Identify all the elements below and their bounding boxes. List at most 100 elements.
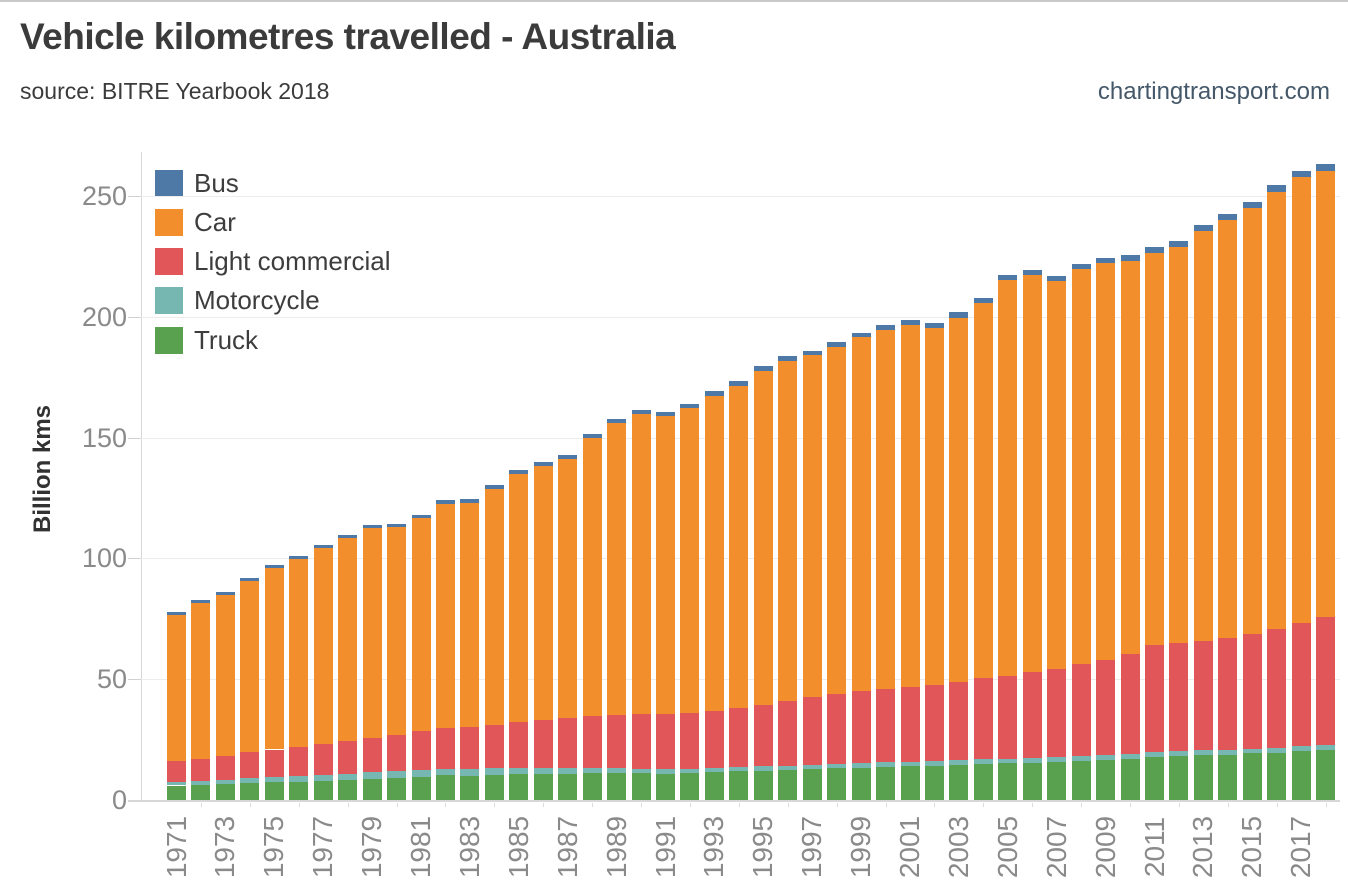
bar-segment-motorcycle[interactable] <box>289 776 309 782</box>
bar-segment-bus[interactable] <box>215 591 235 595</box>
bar-segment-bus[interactable] <box>264 565 284 569</box>
bar-segment-motorcycle[interactable] <box>1071 755 1091 761</box>
bar-segment-bus[interactable] <box>558 454 578 459</box>
bar-segment-truck[interactable] <box>435 775 455 800</box>
bar-segment-car[interactable] <box>753 370 773 705</box>
bar-segment-light_commercial[interactable] <box>851 691 871 764</box>
bar-segment-motorcycle[interactable] <box>460 769 480 776</box>
bar-segment-car[interactable] <box>1291 177 1311 623</box>
bar-segment-motorcycle[interactable] <box>240 778 260 784</box>
bar-segment-car[interactable] <box>802 355 822 698</box>
bar-segment-light_commercial[interactable] <box>998 675 1018 759</box>
bar-segment-light_commercial[interactable] <box>973 678 993 760</box>
bar-segment-car[interactable] <box>1096 263 1116 661</box>
bar-segment-truck[interactable] <box>949 764 969 800</box>
bar-segment-light_commercial[interactable] <box>240 752 260 779</box>
bar-segment-bus[interactable] <box>240 577 260 581</box>
bar-segment-bus[interactable] <box>1071 263 1091 270</box>
bar-segment-light_commercial[interactable] <box>704 711 724 769</box>
bar-segment-truck[interactable] <box>876 766 896 800</box>
bar-segment-bus[interactable] <box>973 297 993 304</box>
bar-segment-light_commercial[interactable] <box>827 694 847 765</box>
bar-segment-car[interactable] <box>704 395 724 712</box>
bar-segment-light_commercial[interactable] <box>607 714 627 768</box>
bar-segment-bus[interactable] <box>1316 164 1336 171</box>
bar-segment-bus[interactable] <box>802 350 822 356</box>
bar-segment-truck[interactable] <box>362 778 382 800</box>
bar-segment-motorcycle[interactable] <box>1169 750 1189 756</box>
bar-segment-car[interactable] <box>167 614 186 762</box>
bar-segment-truck[interactable] <box>729 771 749 800</box>
bar-segment-bus[interactable] <box>1145 246 1164 253</box>
bar-segment-bus[interactable] <box>998 274 1018 280</box>
bar-segment-truck[interactable] <box>607 772 627 800</box>
bar-segment-motorcycle[interactable] <box>680 769 700 774</box>
bar-segment-bus[interactable] <box>411 514 431 519</box>
bar-segment-car[interactable] <box>1169 246 1189 644</box>
bar-segment-motorcycle[interactable] <box>949 760 969 765</box>
bar-segment-car[interactable] <box>924 327 944 685</box>
bar-segment-bus[interactable] <box>1267 185 1287 192</box>
bar-segment-bus[interactable] <box>827 342 847 348</box>
bar-segment-truck[interactable] <box>1022 762 1042 800</box>
bar-segment-light_commercial[interactable] <box>876 688 896 763</box>
bar-segment-car[interactable] <box>607 423 627 715</box>
bar-segment-bus[interactable] <box>631 409 651 414</box>
bar-segment-truck[interactable] <box>631 773 651 800</box>
bar-segment-car[interactable] <box>1193 231 1213 642</box>
bar-segment-light_commercial[interactable] <box>533 720 553 768</box>
bar-segment-car[interactable] <box>484 488 504 725</box>
bar-segment-motorcycle[interactable] <box>631 768 651 774</box>
bar-segment-motorcycle[interactable] <box>362 772 382 779</box>
bar-segment-bus[interactable] <box>1242 201 1262 209</box>
bar-segment-car[interactable] <box>1218 220 1238 638</box>
bar-segment-light_commercial[interactable] <box>924 684 944 762</box>
bar-segment-truck[interactable] <box>411 776 431 800</box>
bar-segment-truck[interactable] <box>802 769 822 800</box>
bar-segment-truck[interactable] <box>582 773 602 800</box>
bar-segment-bus[interactable] <box>924 322 944 328</box>
bar-segment-motorcycle[interactable] <box>1022 757 1042 763</box>
bar-segment-car[interactable] <box>435 504 455 728</box>
bar-segment-bus[interactable] <box>607 418 627 424</box>
legend-item-car[interactable]: Car <box>155 207 236 237</box>
bar-segment-car[interactable] <box>533 466 553 721</box>
bar-segment-bus[interactable] <box>509 470 529 475</box>
bar-segment-motorcycle[interactable] <box>484 768 504 776</box>
bar-segment-motorcycle[interactable] <box>827 764 847 769</box>
bar-segment-car[interactable] <box>973 303 993 679</box>
bar-segment-truck[interactable] <box>973 764 993 800</box>
bar-segment-truck[interactable] <box>558 773 578 800</box>
bar-segment-bus[interactable] <box>387 523 407 528</box>
bar-segment-truck[interactable] <box>313 780 333 800</box>
legend-item-motorcycle[interactable]: Motorcycle <box>155 285 320 315</box>
bar-segment-motorcycle[interactable] <box>533 767 553 774</box>
bar-segment-car[interactable] <box>191 603 211 759</box>
bar-segment-car[interactable] <box>1120 260 1140 654</box>
bar-segment-light_commercial[interactable] <box>215 755 235 780</box>
bar-segment-truck[interactable] <box>387 777 407 800</box>
bar-segment-truck[interactable] <box>215 784 235 800</box>
bar-segment-motorcycle[interactable] <box>387 771 407 778</box>
bar-segment-truck[interactable] <box>484 775 504 800</box>
bar-segment-motorcycle[interactable] <box>607 767 627 773</box>
bar-segment-motorcycle[interactable] <box>704 768 724 773</box>
legend-item-bus[interactable]: Bus <box>155 168 239 198</box>
bar-segment-motorcycle[interactable] <box>582 768 602 774</box>
bar-segment-bus[interactable] <box>460 499 480 504</box>
bar-segment-truck[interactable] <box>900 766 920 800</box>
bar-segment-bus[interactable] <box>313 544 333 548</box>
bar-segment-car[interactable] <box>362 528 382 738</box>
bar-segment-light_commercial[interactable] <box>656 714 675 770</box>
bar-segment-truck[interactable] <box>680 773 700 800</box>
bar-segment-truck[interactable] <box>778 769 798 800</box>
bar-segment-motorcycle[interactable] <box>851 763 871 768</box>
bar-segment-motorcycle[interactable] <box>1096 755 1116 761</box>
bar-segment-car[interactable] <box>656 416 675 715</box>
bar-segment-motorcycle[interactable] <box>998 758 1018 764</box>
bar-segment-car[interactable] <box>264 568 284 750</box>
bar-segment-truck[interactable] <box>1291 751 1311 800</box>
bar-segment-light_commercial[interactable] <box>1267 629 1287 748</box>
bar-segment-bus[interactable] <box>484 484 504 489</box>
bar-segment-truck[interactable] <box>191 784 211 800</box>
